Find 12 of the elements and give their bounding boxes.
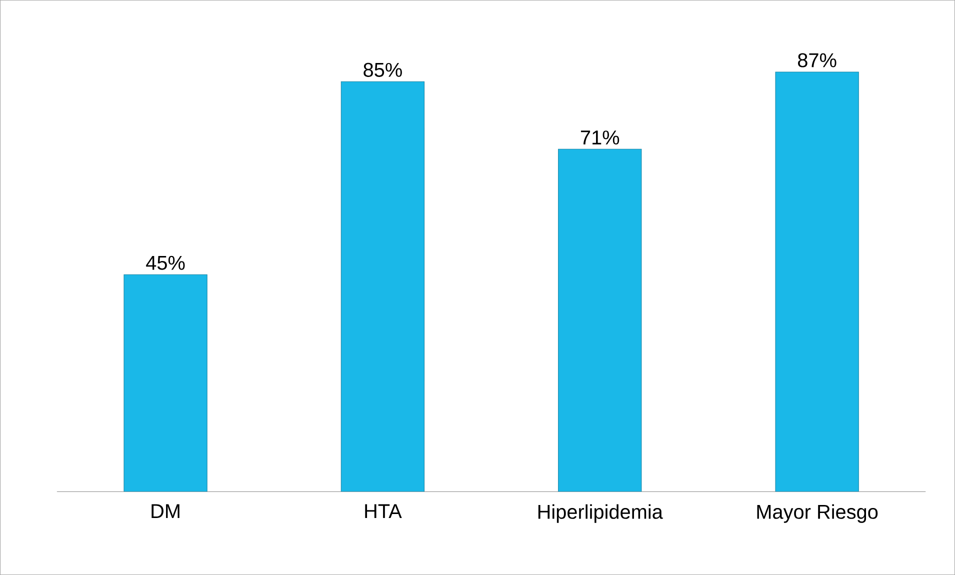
bar [124, 274, 208, 492]
data-label: 45% [146, 256, 185, 270]
data-label: 85% [364, 62, 402, 77]
x-tick-label: Hiperlipidemia [538, 504, 663, 523]
x-tick-label: DM [152, 504, 180, 518]
bar [558, 148, 642, 492]
x-tick-label: HTA [365, 504, 402, 518]
data-label: 71% [580, 130, 620, 144]
bar [775, 72, 859, 492]
data-label: 87% [798, 53, 836, 68]
bar [340, 81, 425, 492]
x-tick-label: Mayor Riesgo [757, 504, 878, 523]
